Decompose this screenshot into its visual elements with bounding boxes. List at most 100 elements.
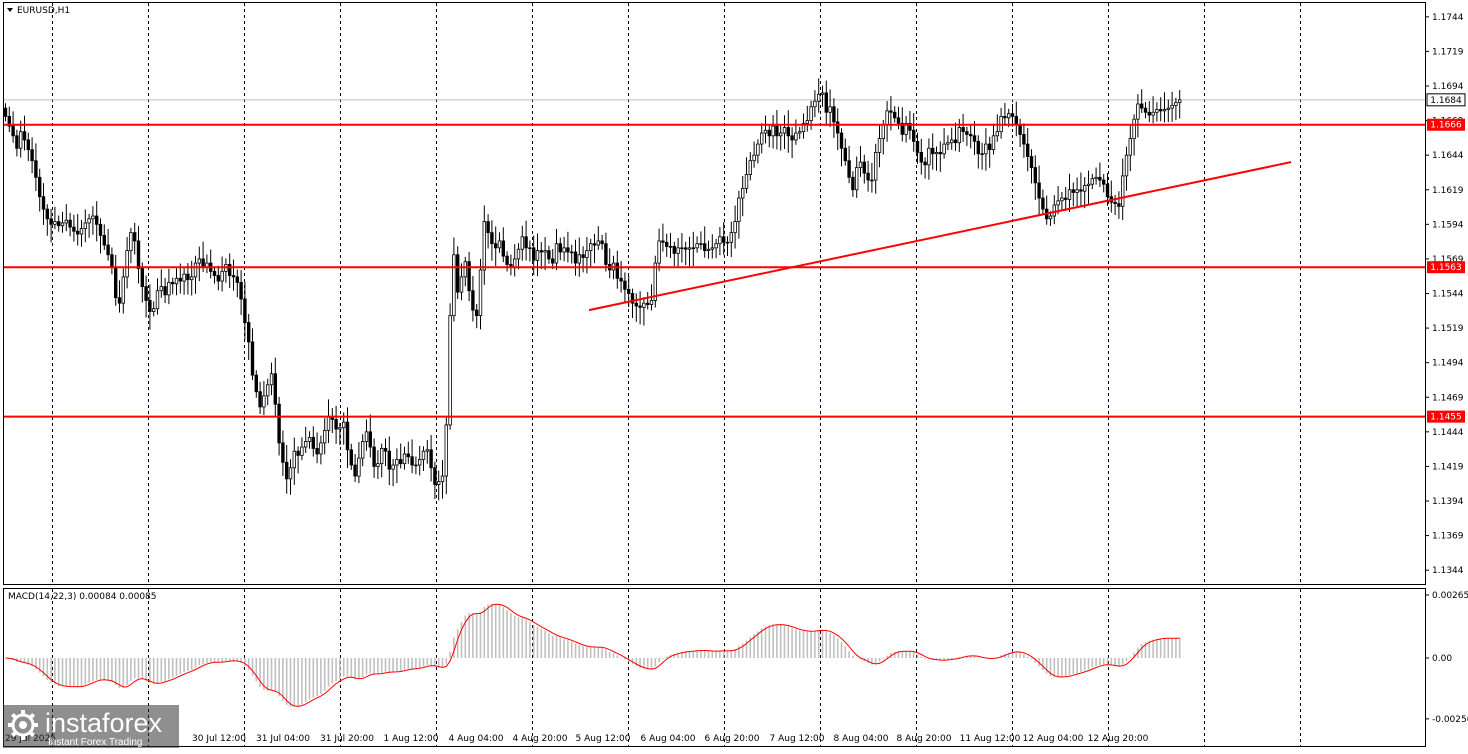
candle-body-bull	[155, 290, 160, 310]
candle	[1140, 89, 1144, 113]
candle-body-bull	[1094, 176, 1098, 180]
candle-body-bear	[1071, 189, 1075, 193]
candle	[946, 135, 950, 151]
candle	[528, 240, 532, 262]
candle	[988, 136, 992, 168]
candle	[782, 115, 787, 149]
candle-body-bear	[786, 127, 790, 137]
candle	[566, 231, 570, 263]
candle-body-bull	[1083, 185, 1087, 192]
candle-body-bear	[140, 268, 144, 287]
candle-body-bull	[528, 247, 532, 250]
level-tag	[1427, 118, 1465, 131]
candle	[1159, 97, 1163, 122]
candle	[91, 206, 95, 235]
candle-body-bull	[1128, 138, 1132, 156]
candle	[1124, 146, 1129, 191]
time-tick-label: 31 Jul 20:00	[320, 734, 374, 744]
candle-body-bull	[801, 122, 806, 133]
candle	[250, 328, 255, 380]
candle	[596, 226, 600, 250]
candle	[307, 431, 312, 449]
candle-body-bull	[292, 450, 296, 469]
candle	[186, 263, 190, 295]
horizontal-levels[interactable]	[4, 123, 1425, 418]
candle	[965, 126, 969, 146]
trendline[interactable]	[588, 161, 1292, 312]
candle	[938, 141, 942, 172]
candle-body-bull	[417, 459, 422, 466]
candle-body-bear	[672, 246, 676, 254]
candle-body-bull	[174, 277, 179, 285]
candle-body-bear	[1014, 116, 1018, 126]
candle-body-bull	[1136, 103, 1140, 120]
candle	[319, 435, 323, 465]
price-tick-label: 1.1394	[1432, 497, 1464, 507]
candle-body-bear	[1159, 109, 1163, 112]
candle	[604, 232, 608, 272]
price-tick-label: 1.1744	[1432, 13, 1464, 23]
candle-body-bear	[136, 240, 141, 270]
candle-body-bull	[794, 132, 798, 141]
candle-body-bear	[961, 127, 965, 133]
candle-body-bull	[303, 441, 308, 448]
candle-body-bull	[657, 240, 661, 264]
candle-body-bull	[676, 247, 680, 254]
candle-body-bear	[34, 160, 38, 178]
candle	[421, 446, 426, 471]
candle	[520, 225, 524, 261]
candle-body-bear	[775, 125, 779, 137]
candle-body-bear	[22, 131, 27, 141]
candle	[501, 227, 505, 263]
candle-body-bull	[125, 250, 129, 278]
candle	[722, 221, 726, 255]
candle	[1155, 102, 1159, 122]
candle	[1170, 91, 1174, 122]
candle	[710, 234, 714, 259]
triangle-down-icon[interactable]	[7, 8, 13, 12]
candle-body-bull	[444, 424, 448, 477]
candle	[953, 122, 958, 151]
candle-body-bull	[91, 215, 95, 220]
candle-body-bear	[284, 461, 289, 480]
candle-body-bear	[76, 230, 80, 235]
candle-body-bear	[246, 322, 251, 343]
candle	[615, 250, 619, 289]
candle	[11, 111, 15, 143]
candle	[570, 244, 574, 264]
candle-body-bull	[193, 262, 198, 278]
candle-body-bear	[1003, 116, 1007, 119]
candle-body-bull	[182, 273, 186, 282]
candle	[410, 439, 414, 474]
candle	[790, 127, 794, 159]
candle-body-bull	[220, 270, 224, 282]
candle-body-bull	[828, 106, 832, 113]
candle-body-bull	[79, 228, 84, 235]
candle	[49, 208, 53, 243]
candle-body-bull	[980, 153, 984, 155]
candle-body-bear	[501, 240, 505, 257]
candle	[851, 171, 855, 197]
candle	[368, 414, 372, 458]
candle	[87, 213, 91, 238]
candle-body-bear	[15, 135, 19, 149]
candle	[665, 233, 669, 257]
candle	[1094, 167, 1098, 185]
candle-body-bear	[661, 240, 665, 243]
time-tick-label: 8 Aug 20:00	[897, 734, 952, 744]
candle-body-bull	[995, 131, 999, 137]
candle-body-bull	[326, 416, 331, 431]
candle-body-bear	[239, 282, 243, 300]
candle	[284, 444, 289, 494]
candle-body-bear	[1010, 113, 1015, 117]
time-tick-label: 5 Aug 12:00	[576, 734, 631, 744]
candle	[672, 241, 676, 266]
candle-body-bear	[178, 277, 182, 282]
candle-body-bear	[148, 300, 152, 312]
candle	[836, 108, 840, 151]
candle-body-bear	[893, 111, 897, 119]
candle	[262, 381, 266, 416]
